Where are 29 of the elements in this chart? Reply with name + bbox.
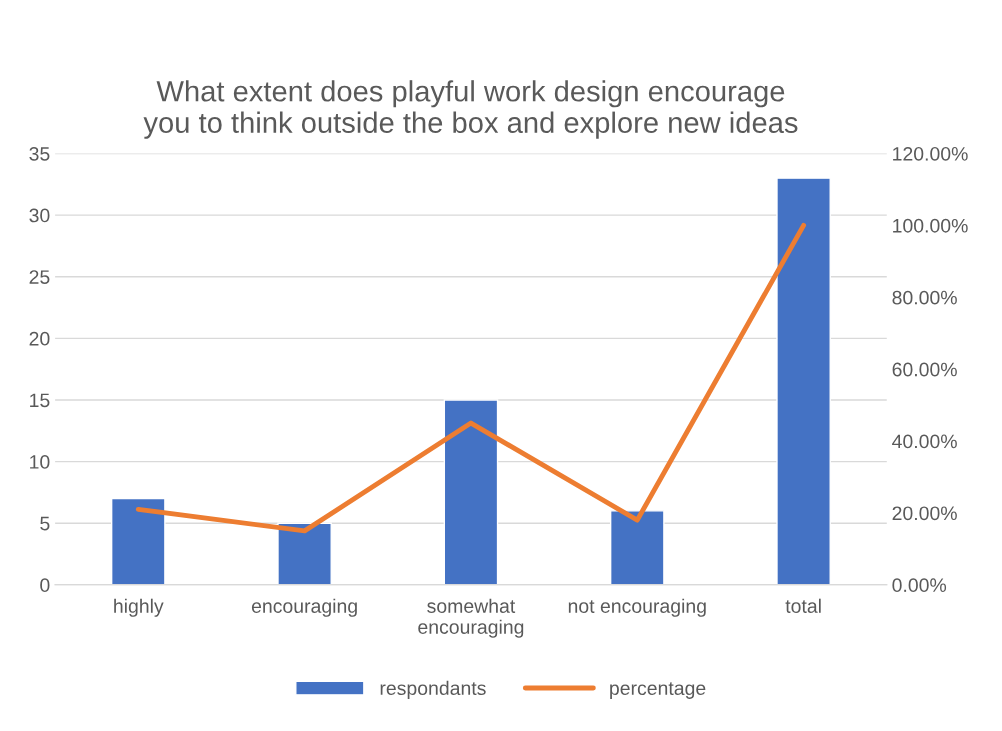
x-tick-label: somewhat encouraging [418, 598, 524, 638]
line-series [135, 222, 807, 534]
y-tick-label: 20 [29, 331, 50, 346]
y2-tick-label: 0.00% [892, 578, 947, 593]
y-tick-label: 30 [29, 208, 50, 223]
x-tick-label: encouraging [251, 598, 357, 617]
bar [609, 510, 665, 585]
x-tick-label: total [785, 598, 821, 613]
y-tick-label: 5 [40, 516, 50, 531]
y2-tick-label: 60.00% [892, 362, 957, 377]
y-tick-label: 0 [40, 578, 50, 593]
y-tick-label: 15 [30, 393, 50, 408]
x-tick-label: highly [114, 598, 164, 617]
bar [277, 522, 332, 585]
chart-title: What extent does playful work design encourage you to think outside the box and explore new ideas [143, 80, 798, 139]
legend-label: respondants [380, 680, 486, 699]
y2-tick-label: 40.00% [892, 434, 957, 449]
y2-tick-label: 100.00% [893, 218, 968, 233]
y-tick-label: 25 [29, 270, 50, 284]
y-tick-label: 35 [29, 146, 50, 161]
bar [776, 177, 831, 585]
legend-label: percentage [610, 682, 706, 699]
y2-tick-label: 20.00% [892, 506, 957, 521]
bar [443, 399, 499, 585]
x-tick-label: not encouraging [568, 598, 706, 617]
y2-tick-label: 120.00% [893, 146, 968, 161]
bar [110, 497, 166, 585]
y2-tick-label: 80.00% [892, 290, 957, 305]
y-tick-label: 10 [30, 455, 50, 469]
